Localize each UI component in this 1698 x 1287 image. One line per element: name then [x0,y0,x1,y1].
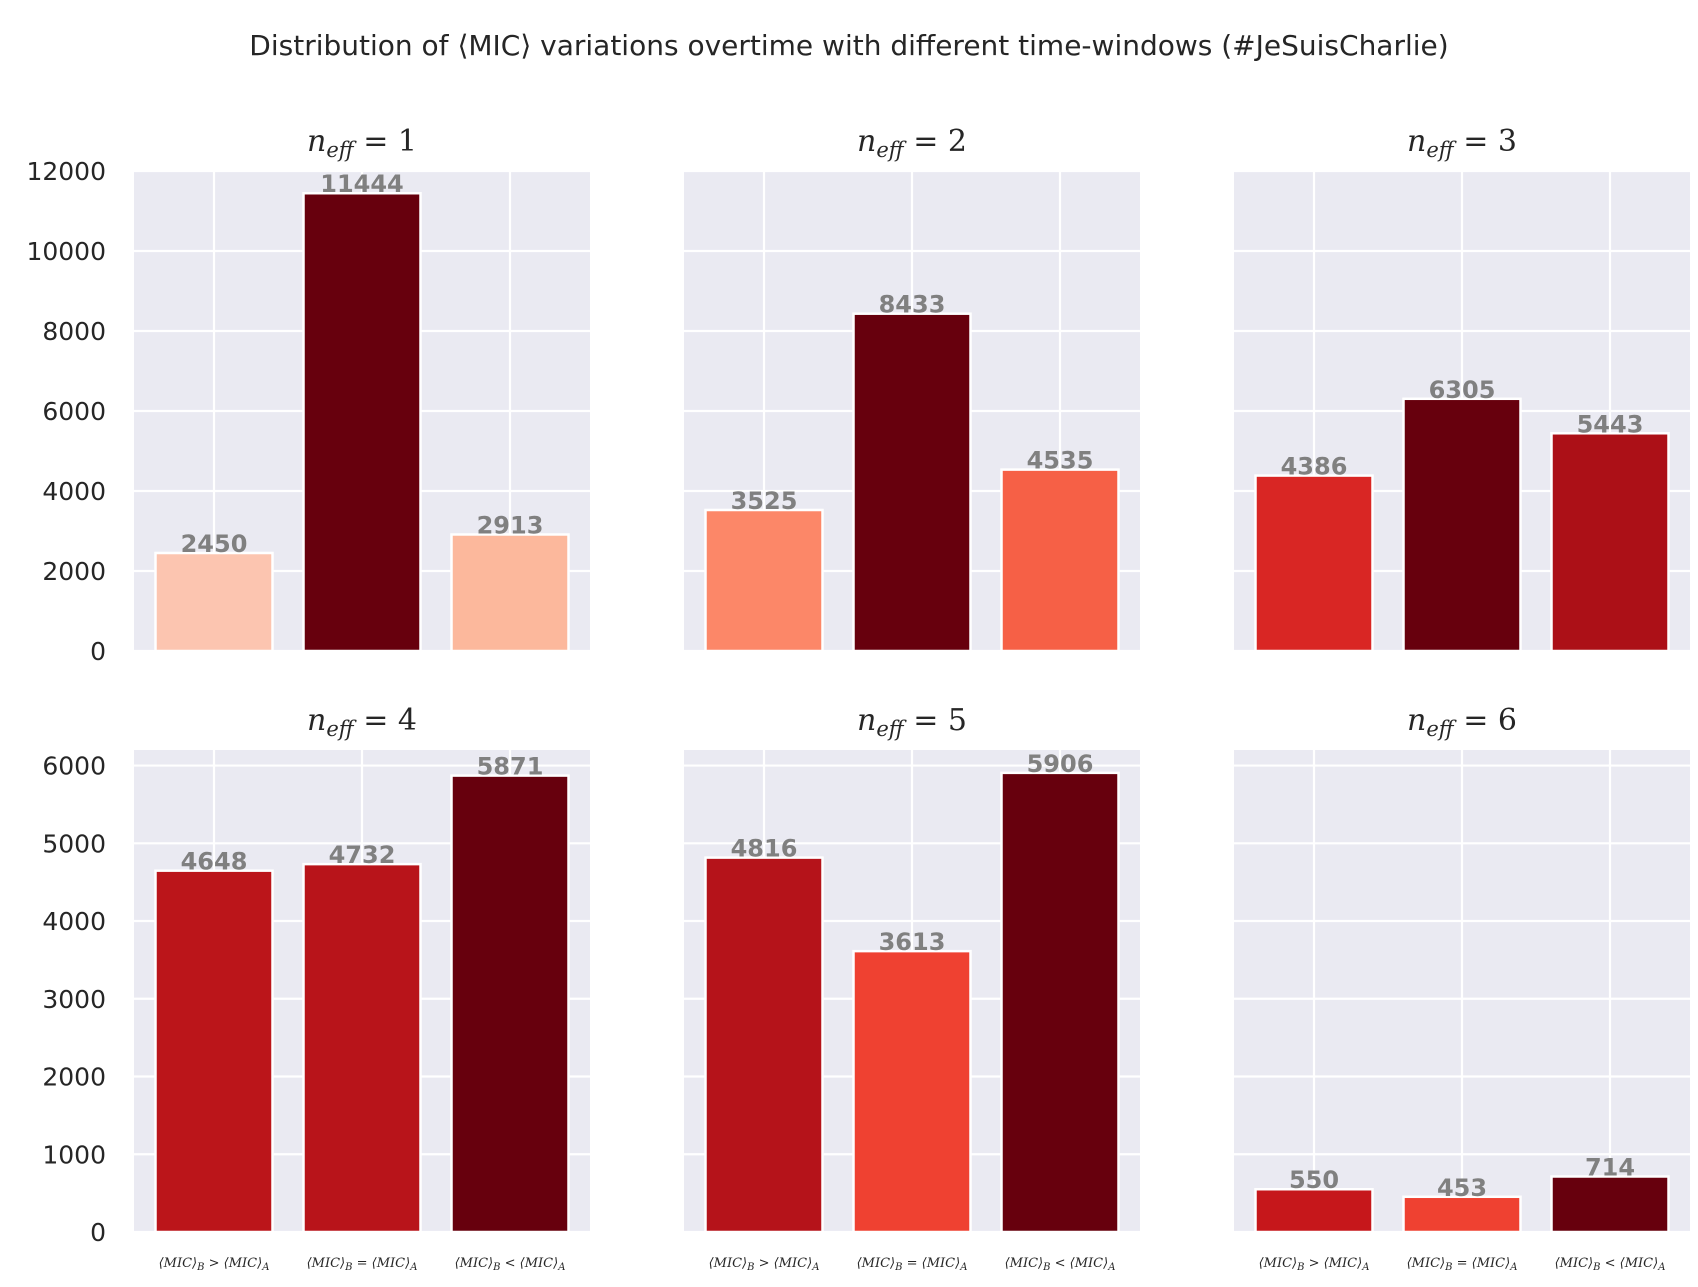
x-tick-label-4-2: ⟨MIC⟩B = ⟨MIC⟩A [307,1256,418,1273]
bar-5-1 [704,856,824,1234]
value-label-4-2: 4732 [329,841,396,869]
value-label-1-1: 2450 [181,530,248,558]
value-label-3-2: 6305 [1429,376,1496,404]
value-label-5-2: 3613 [879,928,946,956]
y-tick-label: 1000 [42,1140,106,1169]
bar-3-1 [1254,474,1374,653]
y-tick-label: 0 [90,637,106,666]
x-tick-label-6-3: ⟨MIC⟩B < ⟨MIC⟩A [1555,1256,1666,1273]
panel-3: 4386 6305 5443 neff = 3 [1234,124,1690,653]
y-tick-label: 12000 [26,157,106,186]
panel-4: 0 1000 2000 3000 4000 5000 6000 4648 ⟨MIC⟩B > ⟨M… [42,703,590,1273]
value-label-6-2: 453 [1437,1174,1487,1202]
value-label-6-3: 714 [1585,1153,1635,1181]
y-tick-label: 8000 [42,317,106,346]
x-tick-label-5-1: ⟨MIC⟩B > ⟨MIC⟩A [709,1256,820,1273]
panel-5: 4816 ⟨MIC⟩B > ⟨MIC⟩A 3613 ⟨MIC⟩B = ⟨MIC⟩A 59… [684,703,1140,1273]
bar-3-3 [1550,432,1670,653]
x-tick-label-4-1: ⟨MIC⟩B > ⟨MIC⟩A [159,1256,270,1273]
x-tick-label-4-3: ⟨MIC⟩B < ⟨MIC⟩A [455,1256,566,1273]
bar-4-3 [450,774,570,1234]
panel-title-6: neff = 6 [1407,703,1517,741]
panel-title-3: neff = 3 [1407,124,1517,162]
x-tick-label-6-2: ⟨MIC⟩B = ⟨MIC⟩A [1407,1256,1518,1273]
x-tick-label-5-2: ⟨MIC⟩B = ⟨MIC⟩A [857,1256,968,1273]
panel-title-1: neff = 1 [307,124,417,162]
chart-title: Distribution of ⟨MIC⟩ variations overtim… [249,29,1448,62]
value-label-1-3: 2913 [477,511,544,539]
bar-1-3 [450,533,570,653]
value-label-5-1: 4816 [731,835,798,863]
value-label-4-1: 4648 [181,848,248,876]
y-tick-label: 10000 [26,237,106,266]
value-label-1-2: 11444 [320,170,404,198]
y-tick-label: 0 [90,1218,106,1247]
bar-3-2 [1402,397,1522,653]
value-label-2-3: 4535 [1027,447,1094,475]
y-tick-label: 4000 [42,907,106,936]
y-tick-label: 6000 [42,752,106,781]
y-tick-label: 2000 [42,1063,106,1092]
bar-5-2 [852,949,972,1234]
value-label-5-3: 5906 [1027,750,1094,778]
bar-1-1 [154,551,274,653]
bar-6-2 [1402,1195,1522,1234]
bar-2-3 [1000,468,1120,653]
y-tick-label: 5000 [42,829,106,858]
panel-2: 3525 8433 4535 neff = 2 [684,124,1140,653]
bar-2-2 [852,312,972,653]
y-tick-label: 3000 [42,985,106,1014]
value-label-3-3: 5443 [1577,410,1644,438]
panel-1: 0 2000 4000 6000 8000 10000 12000 2450 11444 2913… [26,124,590,666]
value-label-2-1: 3525 [731,487,798,515]
bar-1-2 [302,191,422,653]
y-tick-label: 6000 [42,397,106,426]
y-tick-label: 2000 [42,557,106,586]
value-label-6-1: 550 [1289,1166,1339,1194]
bar-6-3 [1550,1175,1670,1234]
y-tick-label: 4000 [42,477,106,506]
value-label-3-1: 4386 [1281,453,1348,481]
bar-5-3 [1000,771,1120,1234]
panel-title-4: neff = 4 [307,703,417,741]
value-label-4-3: 5871 [477,753,544,781]
panels-container: 0200040006000800010000120002450114442913… [26,124,1690,1273]
value-label-2-2: 8433 [879,291,946,319]
x-tick-label-5-3: ⟨MIC⟩B < ⟨MIC⟩A [1005,1256,1116,1273]
panel-title-5: neff = 5 [857,703,967,741]
bar-6-1 [1254,1187,1374,1234]
bar-4-2 [302,862,422,1234]
bar-2-1 [704,508,824,653]
x-tick-label-6-1: ⟨MIC⟩B > ⟨MIC⟩A [1259,1256,1370,1273]
panel-6: 550 ⟨MIC⟩B > ⟨MIC⟩A 453 ⟨MIC⟩B = ⟨MIC⟩A 714 ⟨… [1234,703,1690,1273]
bar-4-1 [154,869,274,1234]
panel-title-2: neff = 2 [857,124,967,162]
